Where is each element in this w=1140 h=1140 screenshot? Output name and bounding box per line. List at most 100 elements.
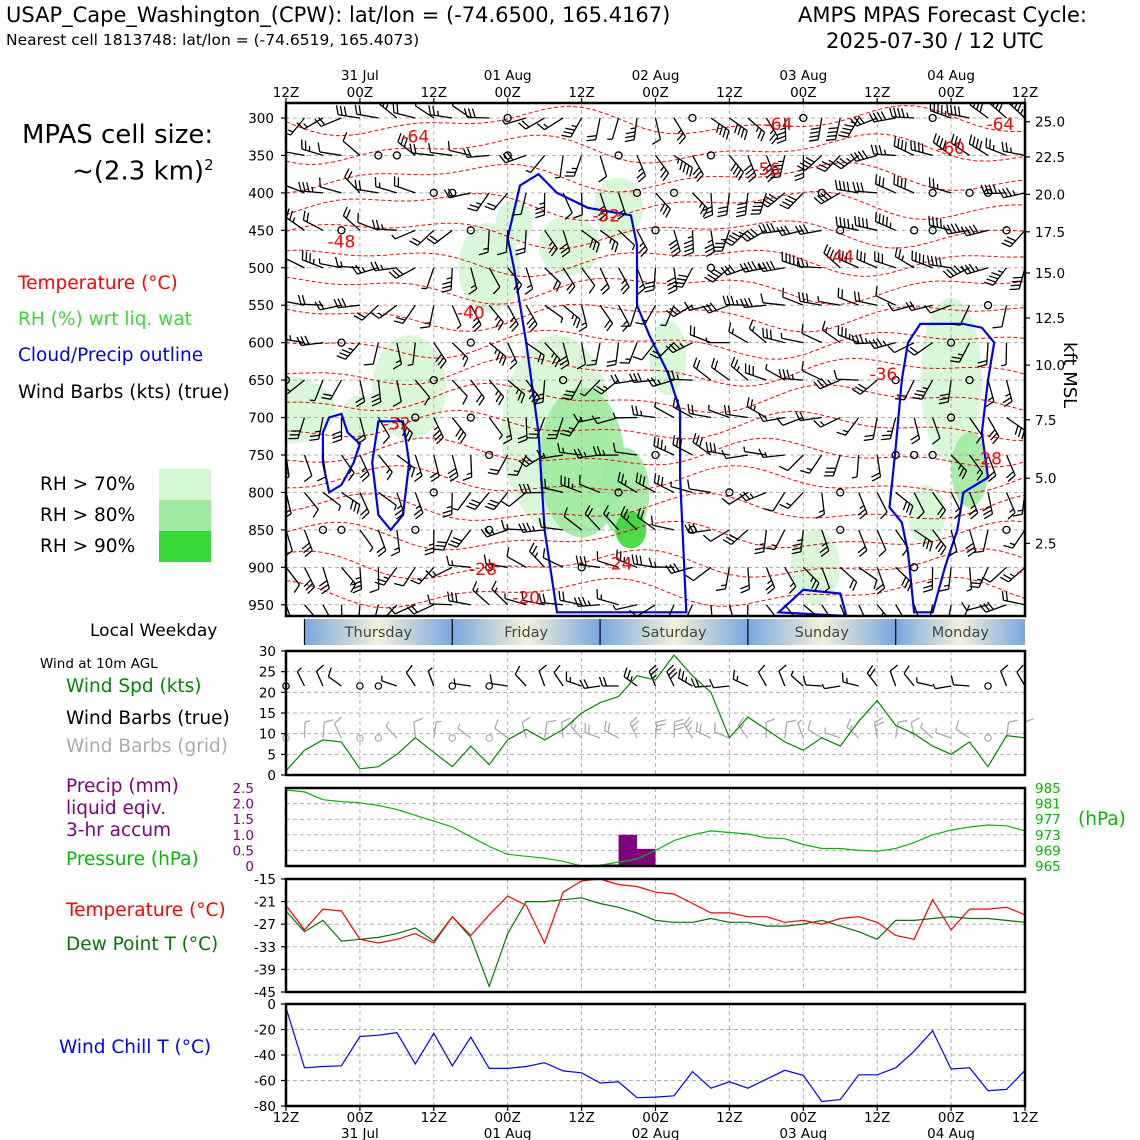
wind-barb-flag <box>743 130 748 141</box>
wind-barb-flag <box>670 247 680 254</box>
wind-barb-flag <box>893 136 897 147</box>
wind-barb-half-flag <box>361 267 366 273</box>
wind-barb-flag <box>926 255 930 265</box>
wind-barb-flag <box>750 399 754 409</box>
wind-barb-flag <box>396 104 399 114</box>
wind-barb-flag <box>900 177 903 188</box>
wind-barb-flag <box>868 113 875 123</box>
wind-barb-flag <box>337 298 343 308</box>
height-tick-label: 22.5 <box>1035 150 1065 166</box>
wind-barb-flag <box>629 373 635 383</box>
wind-barb-flag <box>377 550 387 557</box>
wind-barb-flag <box>524 288 534 295</box>
calm-wind-marker <box>429 488 438 497</box>
pressure-tick-label: 700 <box>248 411 274 427</box>
wind-barb-flag <box>352 584 362 590</box>
wind-barb-half-flag <box>889 222 892 228</box>
wind-barb-flag <box>729 234 739 241</box>
wind-barb-flag <box>342 206 348 217</box>
wind-barb-flag <box>515 247 526 252</box>
wind-barb-flag <box>707 274 717 281</box>
wind-barb-flag <box>518 122 527 130</box>
wind-barb-flag <box>769 329 772 340</box>
wind-barb-staff <box>721 230 731 252</box>
wind-barb-flag <box>303 546 312 554</box>
temperature-contour <box>286 356 1025 387</box>
wind-barb-flag <box>437 357 445 366</box>
wind-barb-half-flag <box>571 124 577 128</box>
wind-barb-flag <box>433 548 444 551</box>
wind-barb-flag <box>302 181 306 192</box>
wind-barb-flag <box>583 679 589 689</box>
wind-barb-flag <box>786 719 797 723</box>
wind-barb-half-flag <box>789 582 795 588</box>
wind-barb-half-flag <box>764 451 768 458</box>
wind-barb-flag <box>792 543 802 547</box>
wind-barb-flag <box>1016 664 1024 673</box>
wind-barb-half-flag <box>377 312 383 317</box>
wind-barb-flag <box>557 442 561 453</box>
wind-barb-flag <box>447 591 450 602</box>
wind-barb-flag <box>737 171 745 181</box>
wind-barb-staff <box>372 342 380 365</box>
wind-barb-flag <box>394 582 404 587</box>
wind-barb-half-flag <box>988 396 994 401</box>
wind-barb-flag <box>546 719 557 723</box>
wind-barb-staff <box>992 267 1008 286</box>
wind-barb-flag <box>371 397 381 403</box>
wind-barb-flag <box>921 143 924 153</box>
wind-barb-flag <box>335 105 339 115</box>
wind-barb-flag <box>495 393 502 403</box>
wind-barb-staff <box>947 567 952 590</box>
wind-barb-half-flag <box>753 405 756 411</box>
wind-barb-flag <box>904 579 910 589</box>
wind-barb-flag <box>776 135 786 140</box>
wind-barb-flag <box>771 172 781 175</box>
wind-barb-half-flag <box>289 335 292 341</box>
wind-barb-flag <box>703 210 713 216</box>
wind-barb-half-flag <box>664 445 667 451</box>
wind-barb-flag <box>363 363 374 366</box>
rh-swatch-70 <box>159 469 211 500</box>
rh-shade-blob <box>286 376 336 444</box>
wind-barb-flag <box>462 148 468 158</box>
wind-barb-flag <box>484 205 494 211</box>
wind-barb-flag <box>449 475 459 483</box>
wind-barb-staff <box>505 230 509 253</box>
wind-barb-flag <box>981 576 991 583</box>
wind-barb-half-flag <box>415 505 421 510</box>
wind-barb-flag <box>713 722 716 732</box>
wind-barb-flag <box>846 718 852 728</box>
wind-barb-flag <box>668 668 676 676</box>
wind-barb-staff <box>708 409 730 419</box>
wind-barb-staff <box>629 305 638 327</box>
wind-barb-flag <box>403 137 408 148</box>
wind-barb-flag <box>589 238 594 248</box>
wind-barb-flag <box>336 355 346 360</box>
wind-barb-half-flag <box>304 720 311 723</box>
wind-barb-flag <box>677 668 682 679</box>
wind-barb-half-flag <box>751 326 756 332</box>
wind-barb-flag <box>836 160 845 167</box>
wind-barb-staff <box>618 229 636 246</box>
wind-barb-flag <box>528 390 536 400</box>
wind-barb-flag <box>528 542 535 552</box>
wind-barb-flag <box>562 591 565 602</box>
temperature-contour-label: -24 <box>605 555 633 575</box>
wind-barb-flag <box>954 136 958 146</box>
calm-wind-marker <box>286 375 291 385</box>
wind-barb-flag <box>857 546 866 554</box>
wind-barb-staff <box>303 721 306 739</box>
wind-barb-flag <box>414 103 417 107</box>
wind-barb-staff <box>968 567 973 590</box>
wind-barb-flag <box>980 184 986 194</box>
wind-barb-half-flag <box>416 578 423 582</box>
legend-temperature: Temperature (°C) <box>18 273 178 294</box>
wind-barb-half-flag <box>922 387 928 390</box>
temp-panel-label: Temperature (°C) <box>66 900 226 921</box>
wind-barb-staff <box>846 726 860 739</box>
rh-shade-blob <box>907 484 945 545</box>
wind-barb-staff <box>303 492 319 510</box>
calm-wind-marker <box>984 682 992 690</box>
wind-barb-staff <box>1000 670 1008 687</box>
